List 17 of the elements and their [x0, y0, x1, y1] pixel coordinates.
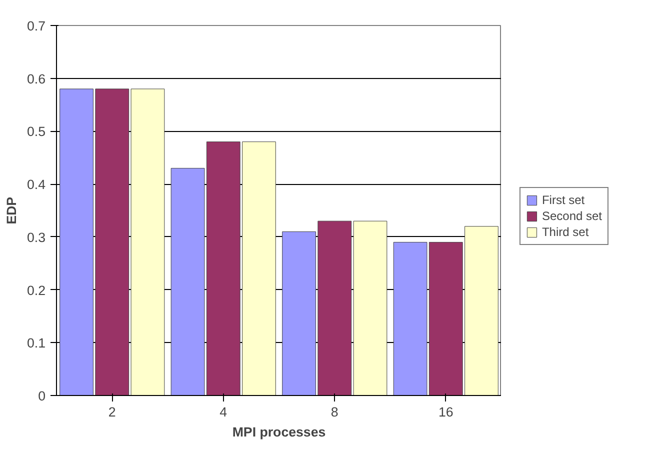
y-tick-label: 0.1: [26, 336, 46, 351]
y-tick-label: 0.5: [26, 124, 46, 140]
x-tick-label: 4: [220, 404, 228, 420]
y-tick-label: 0.4: [26, 177, 46, 192]
x-axis-title: MPI processes: [232, 424, 326, 440]
y-tick-label: 0.6: [26, 71, 46, 86]
x-tick-label: 16: [438, 404, 454, 420]
y-tick-label: 0: [38, 388, 46, 404]
legend-label: Third set: [542, 224, 589, 238]
legend-label: First set: [542, 192, 585, 206]
y-axis-title: EDP: [4, 196, 19, 224]
y-tick-label: 0.2: [26, 282, 46, 298]
x-tick-label: 2: [108, 404, 116, 420]
y-tick-label: 0.3: [26, 230, 46, 245]
x-tick-label: 8: [330, 404, 338, 420]
legend-label: Second set: [542, 208, 602, 222]
y-tick-label: 0.7: [26, 18, 46, 34]
